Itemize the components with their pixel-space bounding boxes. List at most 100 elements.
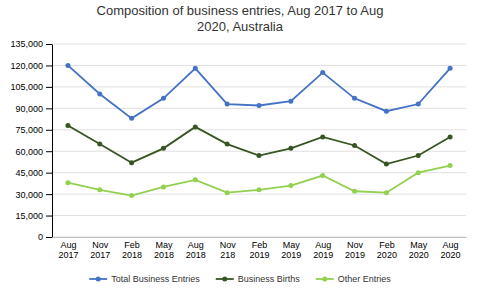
x-tick-label: Aug2019 bbox=[313, 240, 333, 260]
point bbox=[288, 183, 293, 188]
point bbox=[97, 187, 102, 192]
y-tick: 75,000 bbox=[15, 125, 52, 135]
legend-label: Business Births bbox=[238, 274, 301, 284]
grid-line bbox=[52, 237, 466, 238]
text-line: 2018 bbox=[122, 250, 142, 260]
y-tick-label: 60,000 bbox=[15, 147, 43, 157]
legend-marker bbox=[222, 277, 227, 282]
x-tick-label: Feb2020 bbox=[377, 240, 397, 260]
grid bbox=[52, 44, 466, 237]
point bbox=[352, 189, 357, 194]
grid-line bbox=[52, 65, 466, 66]
point bbox=[384, 190, 389, 195]
x-tick: Nov2017 bbox=[90, 240, 110, 260]
x-tick-label: Aug2018 bbox=[186, 240, 206, 260]
text-line: 2019 bbox=[345, 250, 365, 260]
y-tick-mark bbox=[46, 65, 52, 66]
point bbox=[448, 66, 453, 71]
text-line: May bbox=[410, 240, 428, 250]
x-tick: May2020 bbox=[409, 240, 429, 260]
point bbox=[129, 160, 134, 165]
x-axis-line bbox=[53, 237, 467, 238]
text-line: Nov bbox=[92, 240, 109, 250]
x-tick: Feb2018 bbox=[122, 240, 142, 260]
legend-item: Total Business Entries bbox=[89, 274, 200, 284]
point bbox=[448, 134, 453, 139]
legend-marker bbox=[96, 277, 101, 282]
point bbox=[257, 187, 262, 192]
point bbox=[225, 102, 230, 107]
y-tick: 60,000 bbox=[15, 147, 52, 157]
point bbox=[65, 123, 70, 128]
point bbox=[97, 142, 102, 147]
y-tick-mark bbox=[46, 216, 52, 217]
legend-label: Other Entries bbox=[338, 274, 392, 284]
point bbox=[352, 96, 357, 101]
point bbox=[448, 163, 453, 168]
point bbox=[416, 102, 421, 107]
line bbox=[68, 65, 450, 118]
x-tick-label: Feb2018 bbox=[122, 240, 142, 260]
x-tick-label: Nov218 bbox=[220, 240, 237, 260]
x-tick: Aug2017 bbox=[58, 240, 78, 260]
x-tick: Feb2020 bbox=[377, 240, 397, 260]
point bbox=[225, 142, 230, 147]
legend-item: Business Births bbox=[216, 274, 301, 284]
grid-line bbox=[52, 194, 466, 195]
point bbox=[97, 92, 102, 97]
text-line: Nov bbox=[220, 240, 237, 250]
text-line: Aug bbox=[443, 240, 459, 250]
point bbox=[320, 70, 325, 75]
point bbox=[288, 146, 293, 151]
x-tick-label: Feb2019 bbox=[249, 240, 269, 260]
x-tick-label: Nov2017 bbox=[90, 240, 110, 260]
text-line: Feb bbox=[124, 240, 140, 250]
text-line: 2019 bbox=[249, 250, 269, 260]
y-tick-label: 90,000 bbox=[15, 104, 43, 114]
text-line: Nov bbox=[347, 240, 364, 250]
grid-line bbox=[52, 44, 466, 45]
x-tick: May2019 bbox=[281, 240, 301, 260]
y-tick-mark bbox=[46, 108, 52, 109]
series bbox=[65, 63, 452, 121]
chart: Composition of business entries, Aug 201… bbox=[0, 0, 480, 289]
point bbox=[416, 153, 421, 158]
text-line: 2019 bbox=[313, 250, 333, 260]
text-line: Feb bbox=[379, 240, 395, 250]
text-line: Feb bbox=[252, 240, 268, 250]
legend-label: Total Business Entries bbox=[111, 274, 200, 284]
x-tick-label: Aug2017 bbox=[58, 240, 78, 260]
text-line: Aug bbox=[60, 240, 76, 250]
y-tick-label: 30,000 bbox=[15, 189, 43, 199]
legend: Total Business Entries Business Births Oth… bbox=[89, 274, 391, 284]
y-tick: 135,000 bbox=[10, 39, 52, 49]
x-tick-label: Nov2019 bbox=[345, 240, 365, 260]
point bbox=[384, 162, 389, 167]
point bbox=[193, 124, 198, 129]
grid-line bbox=[52, 215, 466, 216]
point bbox=[416, 170, 421, 175]
text-line: 218 bbox=[220, 250, 235, 260]
grid-line bbox=[52, 172, 466, 173]
y-tick-label: 75,000 bbox=[15, 125, 43, 135]
y-tick-label: 0 bbox=[38, 232, 43, 242]
series-layer bbox=[65, 63, 452, 198]
y-tick-label: 15,000 bbox=[15, 211, 43, 221]
x-tick: Aug2018 bbox=[186, 240, 206, 260]
text-line: Aug bbox=[315, 240, 331, 250]
text-line: 2018 bbox=[154, 250, 174, 260]
point bbox=[352, 143, 357, 148]
y-tick: 30,000 bbox=[15, 189, 52, 199]
point bbox=[320, 134, 325, 139]
point bbox=[288, 99, 293, 104]
grid-line bbox=[52, 129, 466, 130]
y-tick-label: 120,000 bbox=[10, 61, 43, 71]
point bbox=[193, 177, 198, 182]
legend-item: Other Entries bbox=[316, 274, 392, 284]
text-line: 2020 bbox=[377, 250, 397, 260]
text-line: Aug bbox=[188, 240, 204, 250]
point bbox=[257, 153, 262, 158]
series bbox=[65, 123, 452, 167]
x-tick: May2018 bbox=[154, 240, 174, 260]
text-line: 2019 bbox=[281, 250, 301, 260]
